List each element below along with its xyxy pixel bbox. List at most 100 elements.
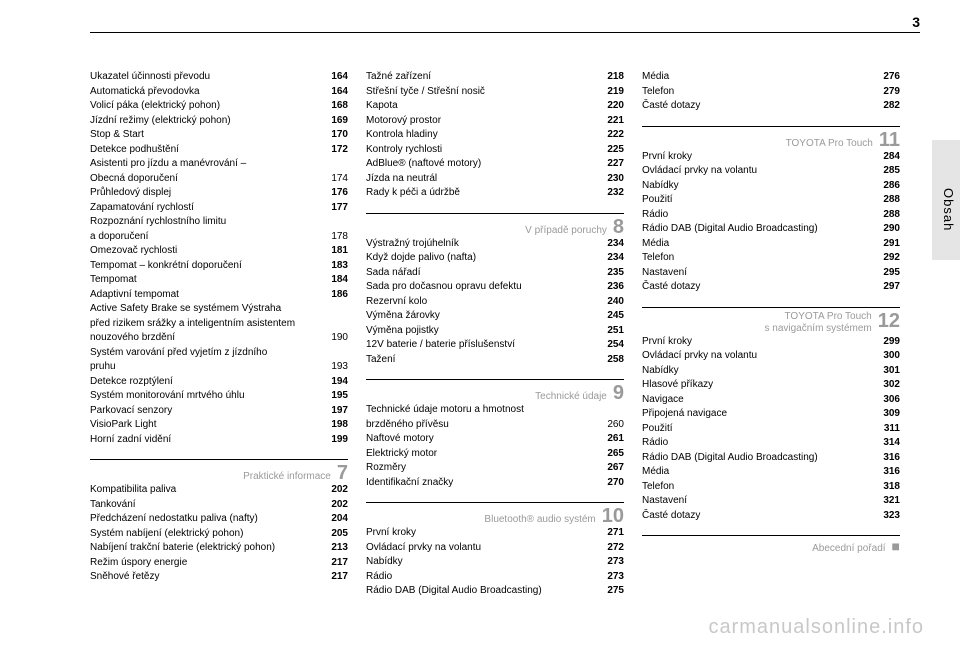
toc-page: 254 [598,338,624,353]
toc-label: Kompatibilita paliva [90,483,182,498]
toc-label: Tempomat [90,273,143,288]
toc-line: Sněhové řetězy 217 [90,570,348,585]
toc-page: 164 [322,85,348,100]
section-header: V případě poruchy 8 [366,217,624,237]
toc-page: 168 [322,99,348,114]
toc-page: 318 [874,480,900,495]
toc-label: Navigace [642,393,690,408]
toc-label: Sada nářadí [366,266,427,281]
toc-page: 273 [598,555,624,570]
toc-line: Kompatibilita paliva 202 [90,483,348,498]
section-12: TOYOTA Pro Touch s navigačním systémem 1… [642,307,900,524]
toc-label: Předcházení nedostatku paliva (nafty) [90,512,264,527]
toc-label: Nastavení [642,494,693,509]
toc-line: První kroky 271 [366,526,624,541]
toc-page: 222 [598,128,624,143]
toc-label: Tempomat – konkrétní doporučení [90,259,248,274]
toc-block: Detekce rozptýlení 194 Systém monitorová… [90,375,348,448]
toc-line: Ukazatel účinnosti převodu 164 [90,70,348,85]
toc-line: Automatická převodovka 164 [90,85,348,100]
toc-label: Časté dotazy [642,509,706,524]
toc-label: Ovládací prvky na volantu [366,541,487,556]
toc-line: Navigace 306 [642,393,900,408]
toc-page: 195 [322,389,348,404]
toc-block: Naftové motory 261 Elektrický motor 265 … [366,432,624,490]
toc-label: Kontrola hladiny [366,128,444,143]
toc-label: Ovládací prvky na volantu [642,164,763,179]
toc-page: 205 [322,527,348,542]
toc-page: 197 [322,404,348,419]
toc-line: Média 291 [642,237,900,252]
toc-page: 170 [322,128,348,143]
toc-line: Výstražný trojúhelník 234 [366,237,624,252]
toc-page: 297 [874,280,900,295]
toc-line: Použití 288 [642,193,900,208]
toc-label: Nastavení [642,266,693,281]
toc-label: VisioPark Light [90,418,163,433]
toc-label: Rádio [642,208,674,223]
toc-label: Kontroly rychlosti [366,143,448,158]
watermark: carmanualsonline.info [708,616,924,639]
section-number: 8 [613,217,624,237]
section-index: Abecední pořadí ■ [642,535,900,554]
toc-page: 258 [598,353,624,368]
toc-label: Detekce podhuštění [90,143,185,158]
toc-line: Když dojde palivo (nafta) 234 [366,251,624,266]
toc-page: 292 [874,251,900,266]
toc-block: První kroky 284 Ovládací prvky na volant… [642,150,900,295]
toc-line: Nabídky 286 [642,179,900,194]
toc-label: Střešní tyče / Střešní nosič [366,85,491,100]
toc-line: Systém varování před vyjetím z jízdního … [90,346,348,375]
toc-page: 217 [322,570,348,585]
toc-label: Média [642,70,675,85]
toc-line: Tažení 258 [366,353,624,368]
toc-line: Nastavení 321 [642,494,900,509]
toc-page: 194 [322,375,348,390]
toc-label: Jízda na neutrál [366,172,443,187]
toc-line: Použití 311 [642,422,900,437]
toc-line: Detekce podhuštění 172 [90,143,348,158]
toc-line: Tempomat 184 [90,273,348,288]
toc-line: Tažné zařízení 218 [366,70,624,85]
toc-line: První kroky 299 [642,335,900,350]
toc-page: 172 [322,143,348,158]
section-title: Praktické informace [243,471,331,482]
toc-line: Telefon 279 [642,85,900,100]
toc-label: Nabídky [366,555,409,570]
toc-line: Rozměry 267 [366,461,624,476]
toc-page: 234 [598,251,624,266]
toc-label: První kroky [642,335,698,350]
toc-block: První kroky 299 Ovládací prvky na volant… [642,335,900,524]
toc-label: Použití [642,422,679,437]
toc-line: Časté dotazy 323 [642,509,900,524]
toc-page: 232 [598,186,624,201]
toc-label: Nabídky [642,179,685,194]
toc-page: 245 [598,309,624,324]
toc-line: Střešní tyče / Střešní nosič 219 [366,85,624,100]
toc-page: 202 [322,483,348,498]
toc-label: AdBlue® (naftové motory) [366,157,487,172]
toc-label: Výměna žárovky [366,309,446,324]
toc-page: 213 [322,541,348,556]
section-title: TOYOTA Pro Touch s navigačním systémem [764,311,871,335]
toc-page: 265 [598,447,624,462]
toc-page: 316 [874,451,900,466]
toc-label: Nabídky [642,364,685,379]
column-2: Tažné zařízení 218 Střešní tyče / Střešn… [366,70,624,599]
toc-line: AdBlue® (naftové motory) 227 [366,157,624,172]
toc-label: pruhu [90,360,116,375]
toc-page: 288 [874,208,900,223]
toc-line: Rádio DAB (Digital Audio Broadcasting) 2… [642,222,900,237]
section-rule [642,307,900,308]
toc-line: Kontroly rychlosti 225 [366,143,624,158]
toc-page: 309 [874,407,900,422]
toc-page: 321 [874,494,900,509]
toc-label: Rady k péči a údržbě [366,186,466,201]
toc-label: Elektrický motor [366,447,443,462]
toc-line: Časté dotazy 297 [642,280,900,295]
toc-block: Omezovač rychlosti 181 Tempomat – konkré… [90,244,348,302]
toc-label: Výměna pojistky [366,324,445,339]
toc-line: Omezovač rychlosti 181 [90,244,348,259]
toc-page: 270 [598,476,624,491]
toc-label: Telefon [642,480,680,495]
